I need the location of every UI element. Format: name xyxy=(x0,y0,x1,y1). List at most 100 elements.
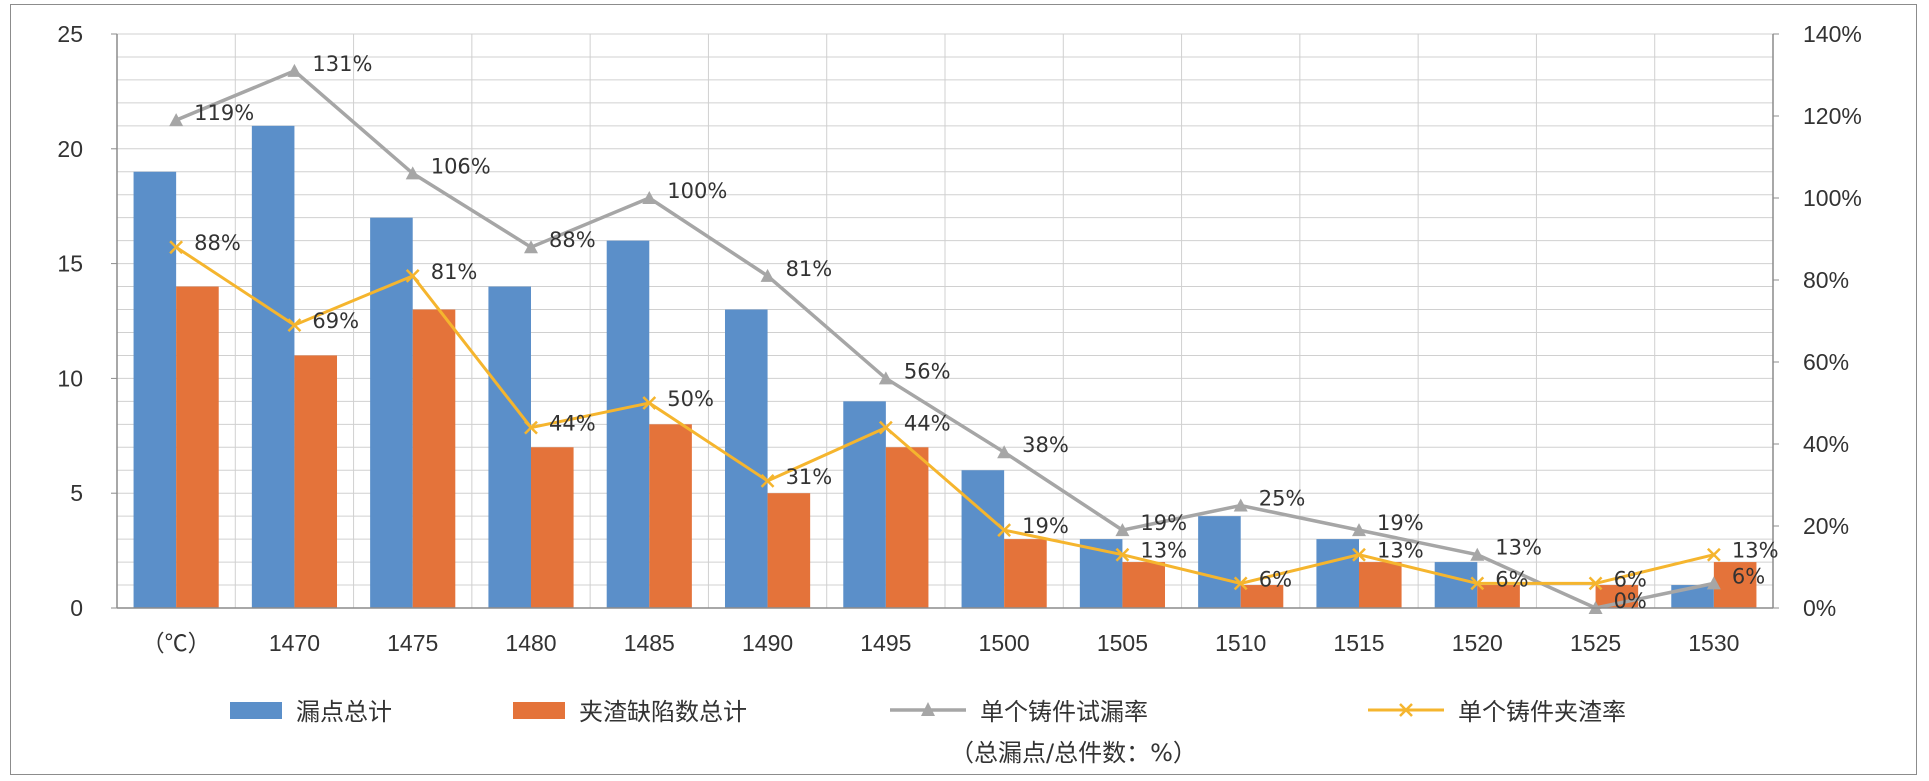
x-tick-label: 1490 xyxy=(742,630,793,656)
bar-leak-total xyxy=(133,171,177,608)
data-label-slag-rate: 13% xyxy=(1732,539,1779,563)
bar-slag-total xyxy=(767,493,811,608)
data-label-leak-rate: 19% xyxy=(1140,511,1187,535)
bar-slag-total xyxy=(294,355,338,608)
bar-leak-total xyxy=(961,470,1005,608)
marker-triangle xyxy=(405,166,420,180)
data-label-slag-rate: 81% xyxy=(431,260,478,284)
bar-slag-total xyxy=(885,447,929,608)
x-tick-label: 1520 xyxy=(1452,630,1503,656)
data-label-leak-rate: 81% xyxy=(786,257,833,281)
x-tick-label: 1500 xyxy=(979,630,1030,656)
marker-x xyxy=(405,269,420,283)
x-tick-label: （℃） xyxy=(142,630,211,656)
data-label-slag-rate: 19% xyxy=(1022,514,1069,538)
marker-triangle xyxy=(1706,576,1721,590)
marker-triangle xyxy=(878,371,893,385)
gridlines xyxy=(116,33,1774,608)
marker-triangle xyxy=(287,63,302,77)
data-label-leak-rate: 88% xyxy=(549,228,596,252)
marker-triangle xyxy=(524,240,538,254)
x-tick-label: 1530 xyxy=(1688,630,1739,656)
x-tick-label: 1505 xyxy=(1097,630,1148,656)
marker-triangle xyxy=(169,113,184,127)
data-label-slag-rate: 50% xyxy=(667,387,714,411)
legend-label-leak-total: 漏点总计 xyxy=(296,698,392,726)
data-label-slag-rate: 44% xyxy=(904,412,951,436)
bar-slag-total xyxy=(1477,585,1520,608)
data-label-slag-rate: 44% xyxy=(549,412,596,436)
data-label-leak-rate: 6% xyxy=(1732,564,1765,588)
data-labels: 119% 131% 106% 88% 100% 81% 56% 38% 19% 25% 19% 13%… xyxy=(194,52,1778,613)
legend-label-slag-rate: 单个铸件夹渣率 xyxy=(1458,698,1626,726)
data-label-slag-rate: 6% xyxy=(1495,567,1528,591)
legend-label-slag-total: 夹渣缺陷数总计 xyxy=(579,698,747,726)
y-tick-label-right: 20% xyxy=(1803,513,1849,539)
data-label-slag-rate: 13% xyxy=(1377,539,1424,563)
y-tick-label-left: 10 xyxy=(57,365,83,391)
bar-slag-total xyxy=(649,424,692,608)
data-label-leak-rate: 131% xyxy=(312,52,372,76)
marker-x xyxy=(1470,576,1485,591)
bar-leak-total xyxy=(1316,539,1359,608)
data-label-slag-rate: 69% xyxy=(312,309,359,333)
bar-slag-total xyxy=(412,309,456,608)
x-tick-label: 1485 xyxy=(624,630,675,656)
legend-swatch-slag-total xyxy=(513,702,565,719)
data-label-slag-rate: 88% xyxy=(194,231,241,255)
y-tick-label-right: 0% xyxy=(1803,595,1836,621)
series-line-leak-rate xyxy=(175,68,1715,610)
marker-triangle xyxy=(1115,523,1130,537)
marker-triangle xyxy=(1233,498,1248,512)
bar-slag-total xyxy=(176,286,219,608)
y-tick-label-left: 20 xyxy=(57,136,83,162)
bar-leak-total xyxy=(606,240,650,608)
y-tick-label-left: 0 xyxy=(70,595,83,621)
data-label-slag-rate: 31% xyxy=(786,465,833,489)
x-tick-label: 1515 xyxy=(1333,630,1384,656)
data-label-leak-rate: 38% xyxy=(1022,433,1069,457)
y-tick-label-right: 100% xyxy=(1803,185,1862,211)
bar-slag-total xyxy=(1004,539,1047,608)
y-tick-label-right: 80% xyxy=(1803,267,1849,293)
bar-slag-total xyxy=(1122,562,1166,608)
bars xyxy=(133,125,1757,608)
marker-x xyxy=(642,396,657,410)
data-label-leak-rate: 56% xyxy=(904,359,951,383)
marker-x xyxy=(287,318,302,332)
marker-x xyxy=(1115,547,1130,562)
series-lines xyxy=(169,63,1721,614)
bar-leak-total xyxy=(370,217,413,608)
x-tick-label: 1480 xyxy=(505,630,556,656)
data-label-leak-rate: 0% xyxy=(1614,589,1647,613)
x-tick-label: 1525 xyxy=(1570,630,1621,656)
marker-triangle xyxy=(760,268,775,282)
data-label-leak-rate: 13% xyxy=(1495,536,1542,560)
x-tick-label: 1510 xyxy=(1215,630,1266,656)
data-label-slag-rate: 13% xyxy=(1140,539,1187,563)
bar-leak-total xyxy=(1198,516,1241,608)
marker-x xyxy=(760,474,775,488)
marker-triangle xyxy=(642,191,657,204)
y-tick-label-right: 140% xyxy=(1803,21,1862,47)
marker-x xyxy=(878,420,893,435)
x-tick-label: 1495 xyxy=(860,630,911,656)
bar-leak-total xyxy=(251,125,295,608)
data-label-slag-rate: 6% xyxy=(1614,567,1647,591)
bar-slag-total xyxy=(1713,562,1757,608)
marker-triangle xyxy=(997,445,1012,459)
legend-marker-x xyxy=(1399,703,1413,717)
data-label-leak-rate: 25% xyxy=(1259,487,1306,511)
legend-label-leak-rate-note: （总漏点/总件数：%） xyxy=(950,739,1197,767)
marker-x xyxy=(1233,576,1248,591)
legend-label-leak-rate: 单个铸件试漏率 xyxy=(980,698,1148,726)
bar-slag-total xyxy=(1240,585,1284,608)
x-tick-label: 1475 xyxy=(387,630,438,656)
series-line-slag-rate xyxy=(175,245,1715,585)
bar-leak-total xyxy=(1434,562,1478,608)
marker-triangle xyxy=(1470,547,1485,561)
bar-slag-total xyxy=(531,447,574,608)
marker-triangle xyxy=(1352,523,1366,537)
data-label-leak-rate: 100% xyxy=(667,179,727,203)
data-label-leak-rate: 19% xyxy=(1377,511,1424,535)
